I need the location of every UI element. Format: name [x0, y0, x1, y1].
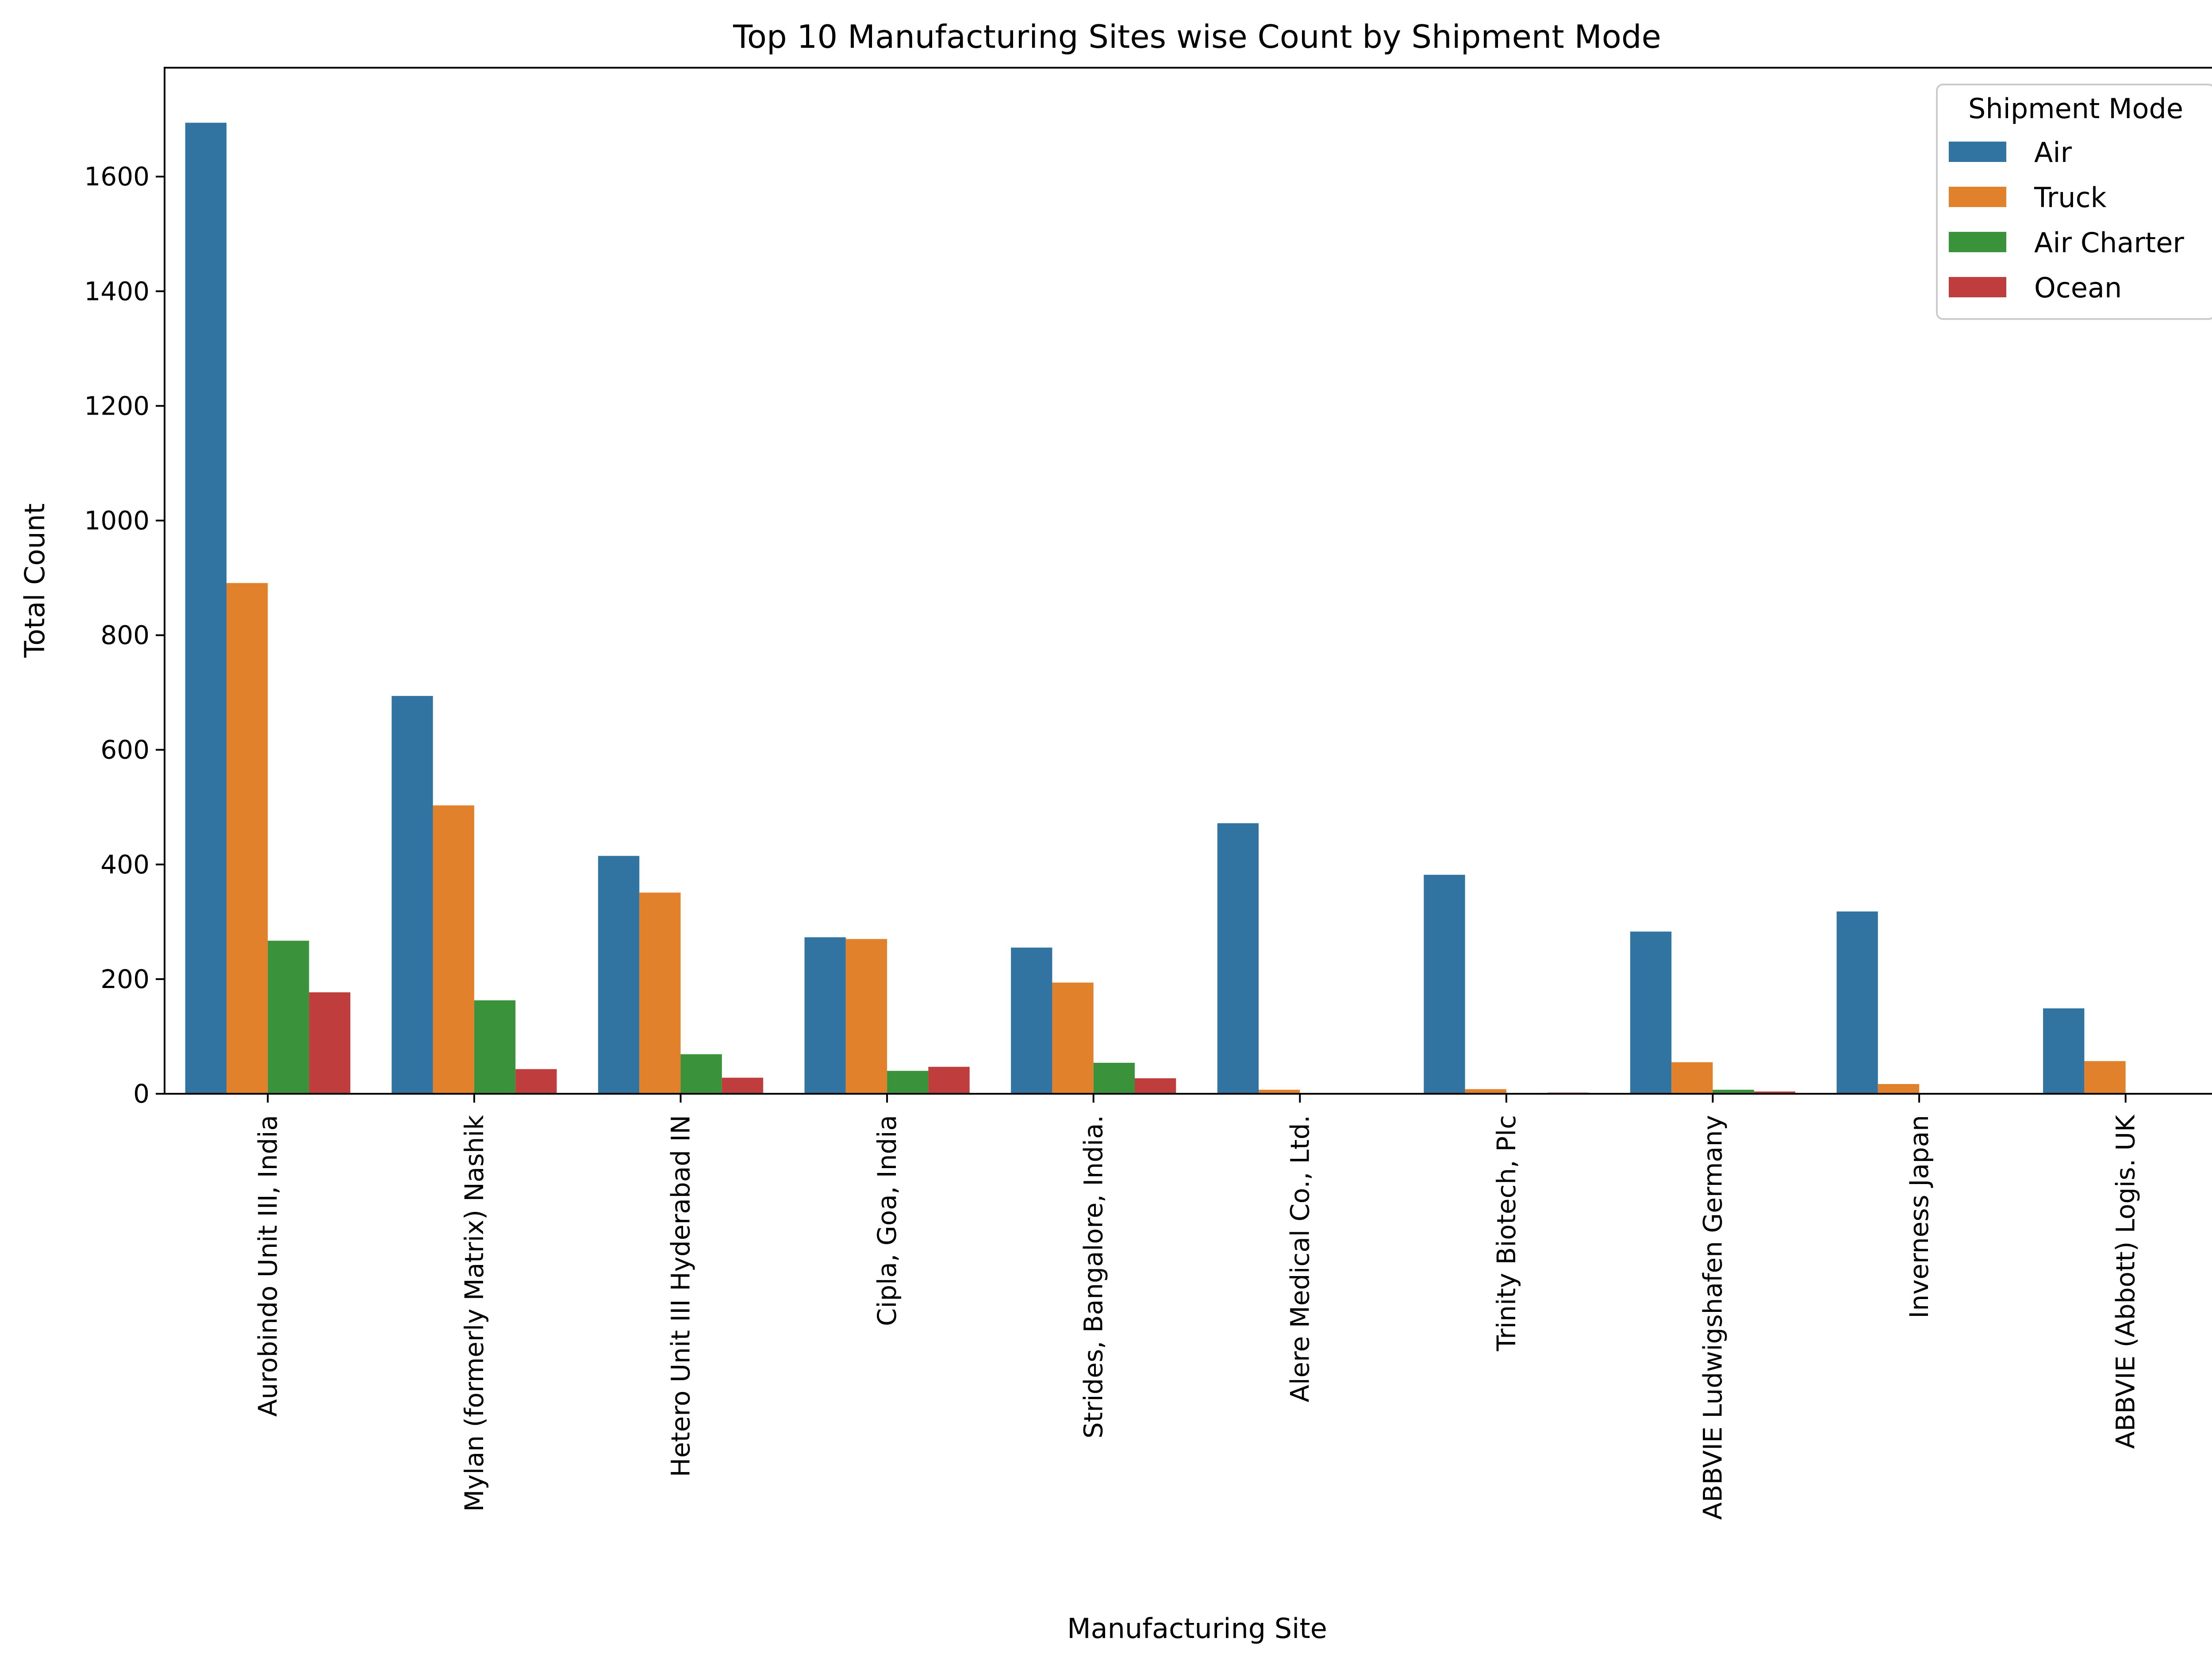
y-tick-label: 1200 [84, 391, 150, 421]
bar-truck-3 [639, 892, 681, 1094]
y-tick-label: 1400 [84, 276, 150, 306]
bar-air-7 [1424, 875, 1465, 1094]
bar-air-4 [804, 937, 846, 1094]
bar-ocean-5 [1135, 1078, 1176, 1094]
x-tick-label: Hetero Unit III Hyderabad IN [666, 1115, 696, 1477]
bar-truck-2 [433, 805, 474, 1094]
bar-truck-10 [2084, 1061, 2126, 1094]
x-tick-label: Strides, Bangalore, India. [1079, 1115, 1109, 1438]
x-tick-label: ABBVIE (Abbott) Logis. UK [2111, 1114, 2141, 1449]
x-tick-label: Inverness Japan [1904, 1115, 1934, 1319]
plot-area [185, 123, 2126, 1094]
y-tick-label: 1000 [84, 505, 150, 535]
y-tick-label: 400 [100, 850, 150, 880]
legend-label: Air [2034, 136, 2072, 169]
legend-items: Air Truck Air Charter Ocean [1949, 136, 2184, 304]
bar-air-charter-5 [1093, 1063, 1135, 1094]
plot-frame [164, 67, 2212, 1095]
bar-air-charter-8 [1713, 1089, 1754, 1094]
x-axis: Aurobindo Unit III, India Mylan (formerly… [253, 1094, 2141, 1520]
y-tick-label: 1600 [84, 161, 150, 192]
legend-label: Ocean [2034, 272, 2122, 304]
bar-air-charter-3 [680, 1054, 722, 1094]
bar-ocean-8 [1754, 1091, 1796, 1094]
x-tick-label: Alere Medical Co., Ltd. [1285, 1115, 1315, 1402]
bar-truck-5 [1052, 982, 1094, 1094]
y-tick-label: 800 [100, 620, 150, 650]
x-tick-label: Aurobindo Unit III, India [253, 1115, 283, 1417]
y-axis: 0 200 400 600 800 1000 1200 1400 1600 [84, 161, 165, 1109]
chart-title: Top 10 Manufacturing Sites wise Count by… [733, 18, 1661, 55]
x-axis-label: Manufacturing Site [1067, 1612, 1327, 1645]
bar-truck-7 [1465, 1089, 1506, 1094]
bar-air-9 [1836, 911, 1878, 1094]
bar-air-6 [1217, 823, 1259, 1094]
bar-air-3 [598, 856, 640, 1094]
y-tick-label: 0 [133, 1079, 150, 1109]
legend-label: Air Charter [2034, 227, 2184, 259]
y-axis-label: Total Count [19, 504, 51, 658]
bar-truck-8 [1671, 1062, 1713, 1094]
bar-ocean-2 [515, 1069, 557, 1094]
y-tick-label: 200 [100, 964, 150, 994]
bar-truck-9 [1878, 1084, 1920, 1094]
bar-air-1 [185, 123, 227, 1094]
bar-air-charter-1 [268, 941, 309, 1094]
x-tick-label: Trinity Biotech, Plc [1491, 1115, 1521, 1352]
legend-swatch-truck [1949, 187, 2006, 207]
bar-ocean-1 [309, 992, 350, 1094]
bar-air-2 [392, 696, 433, 1094]
bar-ocean-3 [722, 1077, 764, 1094]
x-tick-label: Mylan (formerly Matrix) Nashik [459, 1115, 489, 1512]
bar-truck-6 [1259, 1089, 1300, 1094]
x-tick-label: ABBVIE Ludwigshafen Germany [1698, 1115, 1728, 1520]
legend-title: Shipment Mode [1968, 92, 2183, 125]
y-tick-label: 600 [100, 735, 150, 765]
legend-swatch-air [1949, 142, 2006, 162]
legend: Shipment Mode Air Truck Air Charter Ocean [1936, 84, 2212, 320]
x-tick-label: Cipla, Goa, India [872, 1115, 902, 1326]
legend-label: Truck [2034, 181, 2107, 214]
legend-swatch-ocean [1949, 277, 2006, 297]
bar-air-10 [2043, 1008, 2085, 1094]
legend-swatch-air-charter [1949, 232, 2006, 252]
bar-air-charter-2 [474, 1000, 516, 1094]
bar-air-8 [1630, 931, 1672, 1094]
bar-truck-1 [227, 583, 268, 1094]
bar-ocean-4 [928, 1067, 970, 1094]
bar-air-charter-4 [887, 1071, 929, 1094]
bar-truck-4 [845, 939, 887, 1094]
bar-air-5 [1011, 947, 1052, 1094]
